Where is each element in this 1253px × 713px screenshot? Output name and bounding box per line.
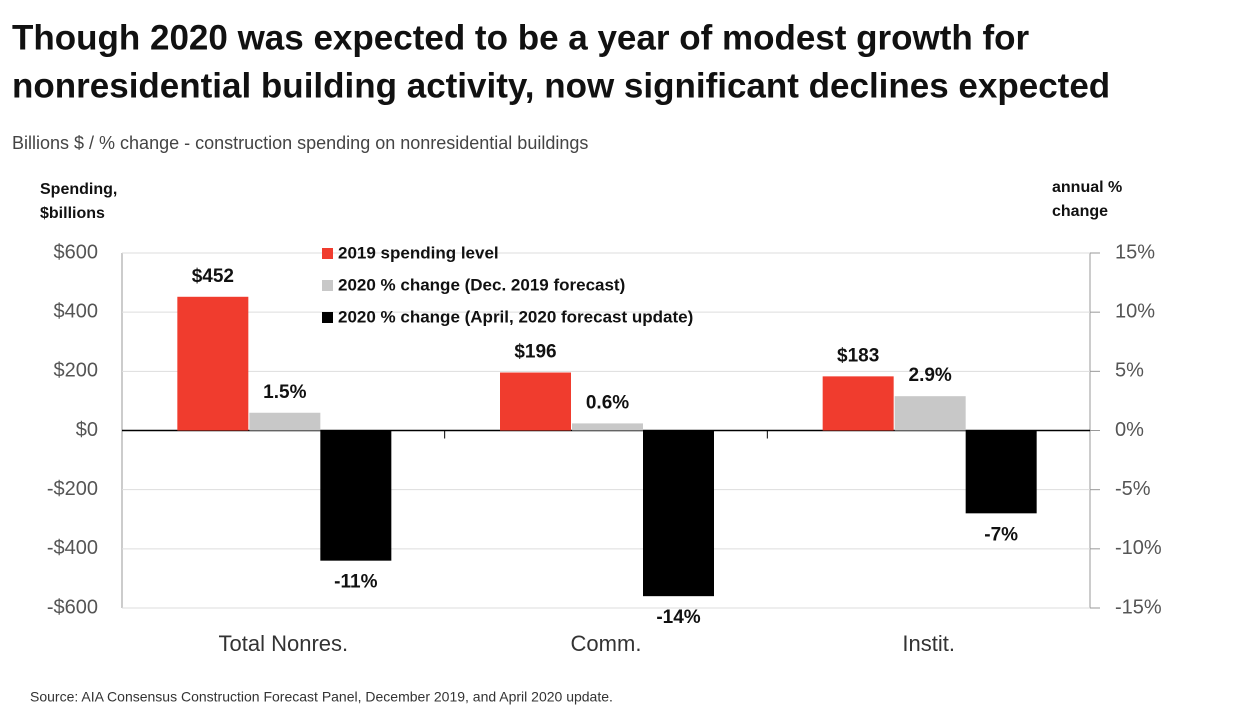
value-label: -11% <box>334 572 377 593</box>
bar <box>643 430 714 597</box>
y-tick-label: -$200 <box>47 478 98 500</box>
y2-axis-title: annual % <box>1052 179 1122 196</box>
bar <box>822 376 894 431</box>
bar <box>320 430 392 561</box>
x-tick-label: Comm. <box>571 631 642 656</box>
y2-tick-label: -15% <box>1115 596 1162 618</box>
y-tick-label: $600 <box>54 241 99 263</box>
bar <box>572 423 643 431</box>
y-tick-label: -$600 <box>47 596 98 618</box>
y2-tick-label: 15% <box>1115 241 1155 263</box>
x-tick-label: Total Nonres. <box>219 631 349 656</box>
y-tick-label: -$400 <box>47 537 98 559</box>
value-label: $183 <box>837 345 879 366</box>
bar <box>249 412 321 431</box>
legend-label: 2019 spending level <box>338 243 499 262</box>
bar <box>500 372 571 431</box>
chart-title: nonresidential building activity, now si… <box>12 66 1110 105</box>
y-axis-title: $billions <box>40 205 105 222</box>
subtitle: Billions $ / % change - construction spe… <box>12 133 588 153</box>
y2-tick-label: 0% <box>1115 419 1144 441</box>
legend-label: 2020 % change (Dec. 2019 forecast) <box>338 275 625 294</box>
y2-tick-label: 5% <box>1115 360 1144 382</box>
y2-tick-label: -10% <box>1115 537 1162 559</box>
value-label: 2.9% <box>909 365 952 386</box>
legend-swatch <box>322 248 333 259</box>
y-tick-label: $200 <box>54 360 99 382</box>
y2-tick-label: -5% <box>1115 478 1151 500</box>
legend-swatch <box>322 280 333 291</box>
y2-tick-label: 10% <box>1115 300 1155 322</box>
chart-title: Though 2020 was expected to be a year of… <box>12 18 1030 57</box>
value-label: 1.5% <box>263 382 306 403</box>
value-label: 0.6% <box>586 392 629 413</box>
legend-label: 2020 % change (April, 2020 forecast upda… <box>338 307 693 326</box>
bar <box>965 430 1037 514</box>
bar <box>177 296 249 431</box>
y-axis-title: Spending, <box>40 181 117 198</box>
bar <box>894 396 966 431</box>
value-label: -7% <box>984 524 1018 545</box>
value-label: -14% <box>656 607 700 628</box>
x-tick-label: Instit. <box>902 631 955 656</box>
value-label: $452 <box>192 266 234 287</box>
source: Source: AIA Consensus Construction Forec… <box>30 689 613 705</box>
y2-axis-title: change <box>1052 203 1108 220</box>
y-tick-label: $400 <box>54 300 99 322</box>
value-label: $196 <box>514 342 556 363</box>
legend-swatch <box>322 312 333 323</box>
y-tick-label: $0 <box>76 419 98 441</box>
